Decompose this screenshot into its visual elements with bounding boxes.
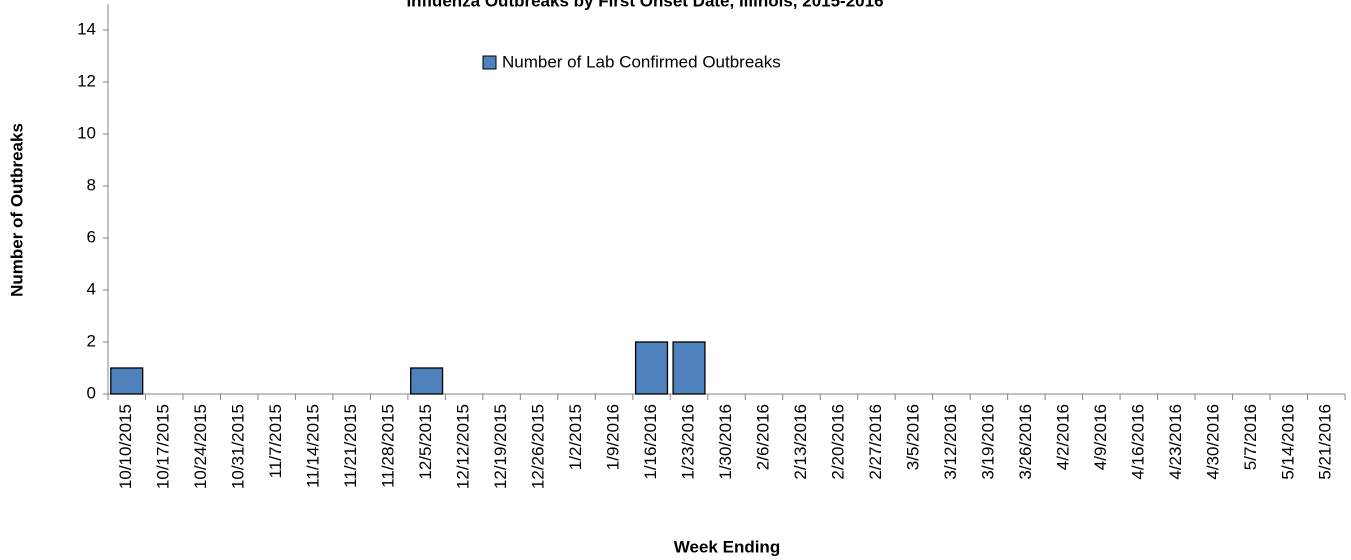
y-tick-label: 2 — [87, 331, 96, 350]
x-tick-label: 2/6/2016 — [753, 404, 772, 470]
x-tick-label: 4/23/2016 — [1166, 404, 1185, 480]
x-tick-label: 4/9/2016 — [1091, 404, 1110, 470]
y-tick-label: 6 — [87, 227, 96, 246]
x-tick-label: 12/26/2015 — [529, 404, 548, 489]
x-tick-label: 2/27/2016 — [866, 404, 885, 480]
y-tick-label: 14 — [77, 19, 96, 38]
x-tick-label: 1/23/2016 — [678, 404, 697, 480]
x-tick-label: 2/13/2016 — [791, 404, 810, 480]
x-tick-label: 3/5/2016 — [903, 404, 922, 470]
x-tick-label: 3/26/2016 — [1016, 404, 1035, 480]
legend-swatch — [482, 55, 497, 70]
x-tick-label: 10/10/2015 — [116, 404, 135, 489]
y-tick-label: 0 — [87, 383, 96, 402]
x-tick-label: 5/7/2016 — [1241, 404, 1260, 470]
x-tick-label: 1/9/2016 — [604, 404, 623, 470]
bar — [672, 341, 706, 395]
x-tick-label: 11/7/2015 — [266, 404, 285, 478]
y-tick-label: 8 — [87, 175, 96, 194]
x-tick-label: 3/12/2016 — [941, 404, 960, 480]
x-tick-label: 3/19/2016 — [978, 404, 997, 480]
x-tick-label: 4/2/2016 — [1053, 404, 1072, 470]
x-tick-label: 10/17/2015 — [154, 404, 173, 489]
x-tick-label: 10/31/2015 — [229, 404, 248, 489]
x-tick-label: 5/14/2016 — [1278, 404, 1297, 480]
y-tick-label: 4 — [87, 279, 96, 298]
x-tick-label: 4/16/2016 — [1128, 404, 1147, 480]
x-tick-label: 5/21/2016 — [1316, 404, 1335, 480]
x-tick-label: 12/12/2015 — [454, 404, 473, 489]
bar — [410, 367, 444, 395]
x-tick-label: 10/24/2015 — [191, 404, 210, 489]
x-tick-label: 1/30/2016 — [716, 404, 735, 480]
x-tick-label: 11/28/2015 — [379, 404, 398, 488]
x-tick-label: 4/30/2016 — [1203, 404, 1222, 480]
x-tick-label: 2/20/2016 — [828, 404, 847, 480]
chart-title: Influenza Outbreaks by First Onset Date,… — [406, 0, 883, 10]
x-tick-label: 12/5/2015 — [416, 404, 435, 480]
legend-label: Number of Lab Confirmed Outbreaks — [502, 52, 781, 71]
x-tick-label: 11/21/2015 — [341, 404, 360, 488]
y-axis-title: Number of Outbreaks — [7, 123, 26, 297]
x-tick-label: 1/2/2015 — [566, 404, 585, 470]
y-tick-label: 12 — [77, 71, 96, 90]
x-tick-label: 12/19/2015 — [491, 404, 510, 489]
x-tick-label: 11/14/2015 — [304, 404, 323, 488]
bar — [110, 367, 144, 395]
y-tick-label: 10 — [77, 123, 96, 142]
x-axis-title: Week Ending — [674, 537, 780, 556]
x-tick-label: 1/16/2016 — [641, 404, 660, 480]
bar — [634, 341, 669, 395]
